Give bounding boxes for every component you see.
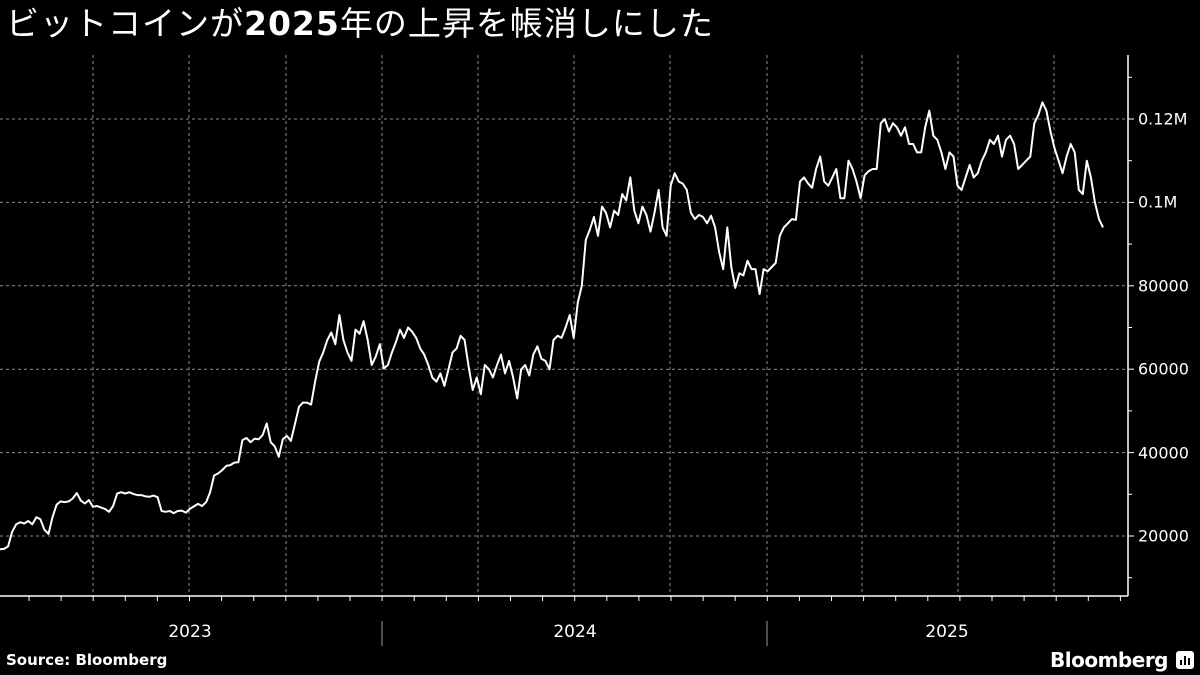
y-tick-label: 60000 — [1138, 359, 1189, 379]
gridlines — [0, 55, 1128, 596]
title-suffix: 年の上昇を帳消しにした — [339, 4, 714, 43]
x-year-label: 2025 — [925, 622, 969, 642]
x-year-label: 2024 — [553, 622, 597, 642]
bloomberg-logo: Bloomberg — [1050, 648, 1168, 672]
y-tick-label: 0.12M — [1138, 109, 1188, 129]
bloomberg-chart-icon — [1176, 651, 1194, 669]
source-note: Source: Bloomberg — [6, 651, 168, 669]
chart-title: ビットコインが2025年の上昇を帳消しにした — [6, 4, 714, 44]
title-year: 2025 — [244, 4, 340, 43]
y-tick-label: 40000 — [1138, 443, 1189, 463]
y-tick-label: 80000 — [1138, 276, 1189, 296]
x-year-label: 2023 — [168, 622, 212, 642]
price-line — [0, 101, 1104, 551]
axes — [0, 55, 1134, 646]
title-prefix: ビットコインが — [6, 4, 244, 43]
y-tick-label: 20000 — [1138, 526, 1189, 546]
y-tick-label: 0.1M — [1138, 192, 1178, 212]
